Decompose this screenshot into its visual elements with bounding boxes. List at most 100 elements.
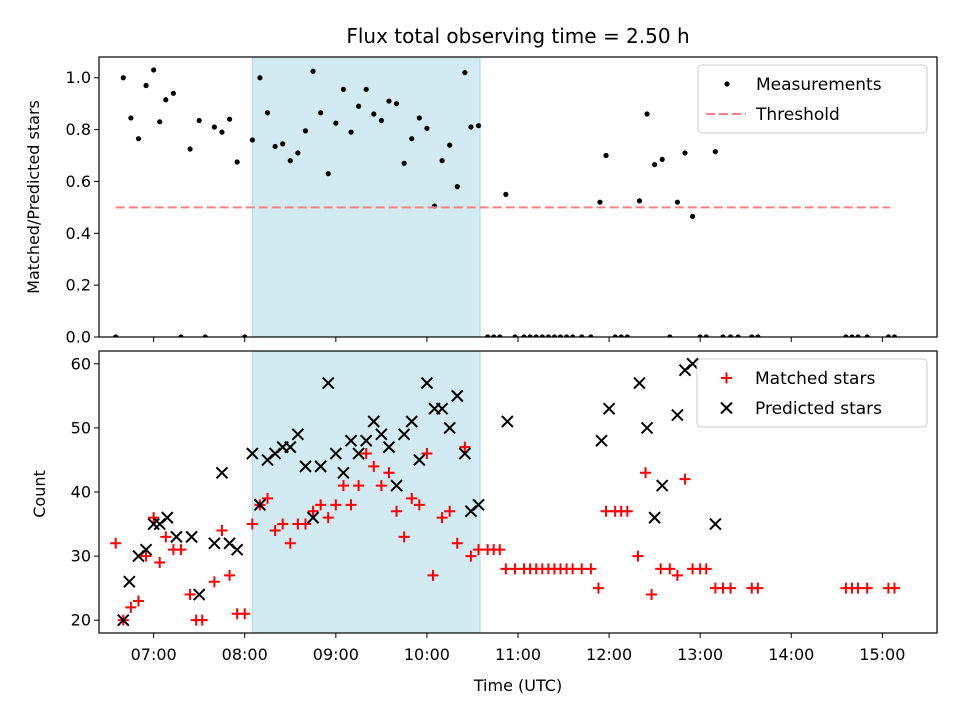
- measurement-point: [503, 191, 509, 198]
- predicted-stars-point: [123, 575, 136, 588]
- measurement-point: [234, 159, 240, 165]
- legend-box: [696, 358, 928, 428]
- measurement-point: [475, 123, 482, 129]
- matched-stars-point: [353, 480, 365, 492]
- predicted-stars-point: [359, 434, 373, 447]
- matched-stars-point: [725, 582, 737, 594]
- legend-box: [697, 64, 928, 134]
- matched-stars-point: [632, 550, 644, 562]
- measurement-point: [310, 68, 316, 74]
- measurement-point: [242, 334, 248, 337]
- measurement-point: [720, 334, 726, 337]
- measurement-point: [264, 110, 271, 116]
- data-markers: [113, 67, 898, 337]
- matched-stars-point: [175, 544, 187, 556]
- measurement-point: [545, 334, 551, 337]
- y-tick-label: 0.2: [66, 276, 91, 295]
- predicted-stars-point: [367, 415, 380, 428]
- x-axis-label: Time (UTC): [473, 676, 562, 695]
- predicted-stars-point: [397, 428, 411, 441]
- matched-stars-point: [436, 512, 448, 524]
- measurement-point: [674, 199, 681, 205]
- top-plot: 0.0 0.2 0.4 0.6 0.8 1.0 Measurements Threshold: [66, 56, 938, 347]
- predicted-stars-point: [192, 588, 206, 601]
- measurement-point: [689, 213, 696, 220]
- bottom-y-axis-label: Count: [30, 470, 49, 518]
- matched-stars-point: [368, 460, 380, 472]
- matched-stars-point: [269, 524, 281, 536]
- predicted-stars-point: [640, 421, 654, 435]
- measurement-point: [447, 142, 453, 148]
- measurement-point: [151, 67, 157, 73]
- measurement-point: [462, 69, 468, 76]
- measurement-point: [157, 119, 163, 125]
- matched-stars-point: [299, 518, 311, 530]
- matched-stars-point: [451, 537, 463, 549]
- matched-stars-point: [125, 601, 137, 613]
- matched-stars-point: [322, 512, 334, 524]
- matched-stars-point: [345, 499, 357, 511]
- measurement-point: [491, 334, 497, 337]
- measurement-point: [401, 160, 407, 166]
- measurement-point: [257, 75, 263, 81]
- matched-stars-point: [585, 563, 597, 575]
- matched-stars-point: [132, 595, 144, 607]
- y-tick-label: 1.0: [66, 68, 91, 87]
- matched-stars-point: [700, 563, 712, 575]
- top-y-axis-label: Matched/Predicted stars: [24, 100, 43, 294]
- measurement-point: [588, 334, 594, 337]
- matched-stars-point: [184, 589, 196, 601]
- matched-stars-point: [239, 608, 251, 620]
- x-tick-label: 12:00: [586, 645, 632, 664]
- matched-stars-point: [148, 512, 160, 524]
- predicted-stars-point: [185, 530, 198, 544]
- measurement-point: [521, 334, 527, 337]
- predicted-stars-point: [329, 447, 343, 460]
- measurement-point: [849, 334, 855, 337]
- measurement-point: [624, 334, 630, 337]
- measurement-point: [340, 86, 347, 93]
- measurement-point: [325, 171, 331, 177]
- measurement-point: [113, 334, 119, 337]
- predicted-stars-point: [443, 421, 456, 435]
- matched-stars-point: [861, 582, 873, 594]
- matched-stars-point: [246, 518, 258, 530]
- predicted-stars-point: [139, 543, 153, 556]
- observing-window-band: [251, 350, 481, 634]
- predicted-stars-point: [299, 460, 312, 473]
- chart-title: Flux total observing time = 2.50 h: [346, 24, 689, 48]
- predicted-stars-point: [382, 440, 396, 454]
- predicted-stars-point: [390, 479, 403, 492]
- measurement-point: [612, 334, 618, 337]
- predicted-stars-point: [291, 428, 305, 441]
- measurement-point: [636, 198, 643, 204]
- matched-stars-point: [592, 582, 604, 594]
- matched-stars-point: [398, 531, 410, 543]
- predicted-stars-point: [337, 466, 350, 479]
- predicted-stars-point: [322, 376, 335, 390]
- measurement-point: [386, 98, 392, 104]
- matched-stars-point: [465, 550, 477, 562]
- measurement-point: [333, 120, 339, 126]
- measurement-point: [527, 334, 533, 337]
- predicted-stars-point: [344, 434, 358, 447]
- measurement-point: [667, 334, 673, 337]
- legend-matched-swatch: [721, 372, 732, 384]
- predicted-stars-point: [352, 447, 365, 460]
- measurement-point: [163, 97, 169, 103]
- predicted-stars-point: [170, 530, 183, 544]
- measurement-point: [272, 143, 278, 150]
- legend-measurement-swatch: [724, 81, 730, 87]
- measurement-point: [416, 115, 422, 121]
- measurement-point: [468, 124, 474, 130]
- matched-stars-point: [391, 505, 403, 517]
- x-tick-label: 09:00: [313, 645, 359, 664]
- plot-frame: [98, 350, 938, 634]
- matched-stars-point: [224, 569, 236, 581]
- measurement-point: [439, 158, 445, 164]
- predicted-stars-point: [671, 408, 684, 422]
- measurement-point: [712, 149, 718, 155]
- legend-entry-label: Predicted stars: [755, 399, 882, 419]
- matched-stars-point: [330, 499, 342, 511]
- y-tick-label: 40: [71, 483, 91, 502]
